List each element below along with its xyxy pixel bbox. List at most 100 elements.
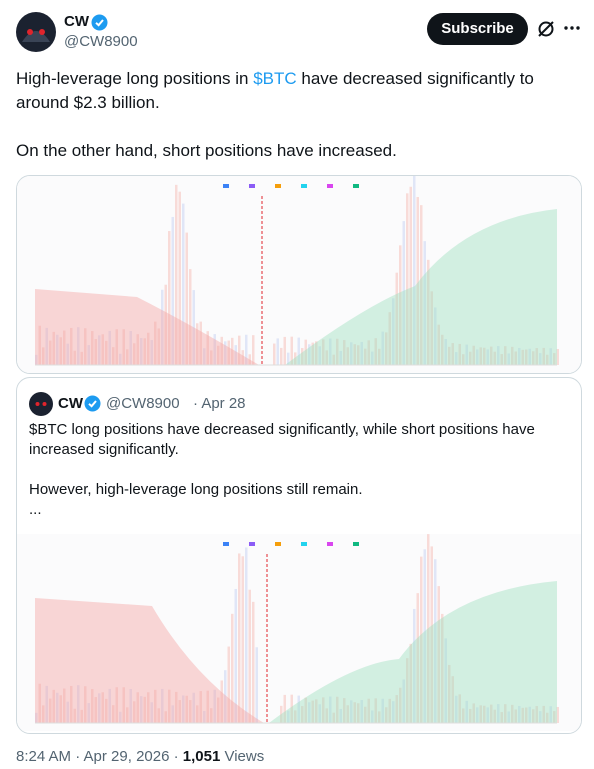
heat-bar <box>304 339 307 365</box>
heat-bar <box>304 697 307 723</box>
heat-bar <box>476 707 479 723</box>
heat-bar <box>325 708 328 723</box>
heat-bar <box>497 704 500 723</box>
quote-author-name: CW <box>58 395 83 412</box>
heat-bar <box>371 710 374 723</box>
author-handle[interactable]: @CW8900 <box>64 33 138 50</box>
heat-bar <box>455 695 458 723</box>
heat-bar <box>420 205 423 365</box>
heat-bar <box>430 546 433 723</box>
heat-bar <box>315 699 318 723</box>
heat-bar <box>441 334 444 365</box>
media[interactable] <box>16 175 582 374</box>
heat-bar <box>238 335 241 365</box>
heat-bar <box>42 347 45 365</box>
heat-bar <box>311 342 314 365</box>
heat-bar <box>94 339 97 365</box>
heat-bar <box>434 307 437 365</box>
heat-bar <box>357 703 360 723</box>
heat-bar <box>381 331 384 365</box>
heat-bar <box>514 351 517 365</box>
heat-bar <box>203 710 206 723</box>
heat-bar <box>346 705 349 723</box>
legend-swatch <box>223 184 229 188</box>
quote-author-handle: @CW8900 <box>106 395 180 412</box>
legend-swatch <box>301 542 307 546</box>
heat-bar <box>315 341 318 365</box>
heat-bar <box>367 340 370 365</box>
chart-image <box>17 176 581 373</box>
heat-bar <box>465 344 468 365</box>
post-meta: 8:24 AM · Apr 29, 2026 · 1,051 Views <box>16 748 264 765</box>
heat-bar <box>395 272 398 365</box>
heat-bar <box>98 335 101 365</box>
heat-bar <box>73 350 76 365</box>
heat-bar <box>301 348 304 365</box>
heat-bar <box>297 695 300 723</box>
heat-bar <box>546 354 549 365</box>
heat-bar <box>280 705 283 723</box>
heat-bar <box>105 698 108 723</box>
heat-bar <box>196 705 199 723</box>
heat-bar <box>248 589 251 723</box>
quoted-post[interactable]: CW @CW8900 · Apr 28 $BTC long positions … <box>16 377 582 734</box>
heat-bar <box>213 334 216 365</box>
heat-bar <box>192 692 195 723</box>
heat-bar <box>231 613 234 723</box>
heat-bar <box>87 703 90 723</box>
verified-badge <box>84 395 101 412</box>
heat-bar <box>332 354 335 365</box>
heat-bar <box>136 692 139 723</box>
heat-bar <box>238 553 241 723</box>
heat-bar <box>297 337 300 365</box>
legend-swatch <box>327 542 333 546</box>
heat-bar <box>87 345 90 365</box>
heat-bar <box>122 687 125 723</box>
heat-bar <box>413 608 416 723</box>
author-name[interactable]: CW <box>64 13 89 30</box>
heat-bar <box>248 354 251 365</box>
grok-icon[interactable] <box>536 19 556 39</box>
heat-bar <box>504 704 507 723</box>
heat-bar <box>56 334 59 365</box>
heat-bar <box>511 704 514 723</box>
heat-bar <box>66 701 69 723</box>
heat-bar <box>35 354 38 365</box>
subscribe-button[interactable]: Subscribe <box>427 13 528 45</box>
heat-bar <box>234 345 237 365</box>
heat-bar <box>234 588 237 723</box>
heat-bar <box>168 689 171 723</box>
heat-bar <box>255 647 258 723</box>
avatar[interactable] <box>16 12 56 52</box>
heat-bar <box>45 685 48 723</box>
heat-bar <box>126 707 129 723</box>
heat-bar <box>203 348 206 365</box>
heat-bar <box>339 350 342 365</box>
heat-bar <box>486 349 489 365</box>
heat-bar <box>280 347 283 365</box>
heat-bar <box>283 336 286 365</box>
heat-bar <box>472 345 475 365</box>
heat-bar <box>360 341 363 365</box>
heat-bar <box>521 349 524 365</box>
heat-bar <box>182 695 185 723</box>
text: High-leverage long positions in <box>16 69 254 88</box>
heat-bar <box>227 340 230 365</box>
heat-bar <box>528 348 531 365</box>
heat-bar <box>171 216 174 365</box>
heat-bar <box>350 342 353 365</box>
heat-bar <box>108 688 111 723</box>
more-icon[interactable] <box>564 24 580 32</box>
heat-bar <box>521 707 524 723</box>
heat-bar <box>374 698 377 723</box>
heat-bar <box>448 346 451 365</box>
heat-bar <box>451 676 454 723</box>
heat-bar <box>63 688 66 723</box>
heat-bar <box>189 700 192 723</box>
heat-bar <box>217 697 220 723</box>
heat-bar <box>175 184 178 365</box>
heat-bar <box>49 698 52 723</box>
heat-bar <box>133 701 136 723</box>
heat-bar <box>143 338 146 365</box>
cashtag-link[interactable]: $BTC <box>253 69 297 88</box>
